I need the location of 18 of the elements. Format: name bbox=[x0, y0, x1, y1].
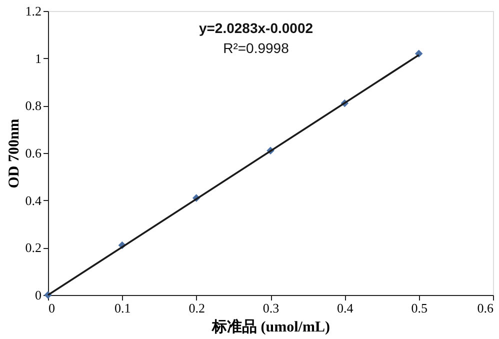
y-tick-label: 0 bbox=[35, 288, 42, 302]
x-tick-label: 0.6 bbox=[477, 300, 494, 316]
y-tick-label: 0.2 bbox=[25, 240, 42, 256]
y-tick-label: 1 bbox=[35, 50, 42, 66]
annotation: y=2.0283x-0.0002 bbox=[198, 20, 314, 36]
x-tick-label: 0 bbox=[48, 300, 55, 316]
y-tick-label: 0.8 bbox=[25, 98, 42, 114]
x-tick-label: 0.4 bbox=[337, 300, 354, 316]
x-tick-label: 0.2 bbox=[188, 300, 205, 316]
y-tick-label: 0.4 bbox=[25, 192, 42, 208]
y-tick-label: 0.6 bbox=[25, 146, 42, 160]
annotation: R²=0.9998 bbox=[223, 40, 290, 56]
x-tick-label: 0.5 bbox=[411, 300, 428, 316]
y-tick-label: 1.2 bbox=[25, 4, 42, 18]
x-tick-label: 0.1 bbox=[114, 300, 131, 316]
y-axis-title: OD 700nm bbox=[6, 118, 22, 188]
x-tick-label: 0.3 bbox=[262, 300, 280, 316]
x-axis-title: 标准品 (umol/mL) bbox=[211, 318, 330, 336]
